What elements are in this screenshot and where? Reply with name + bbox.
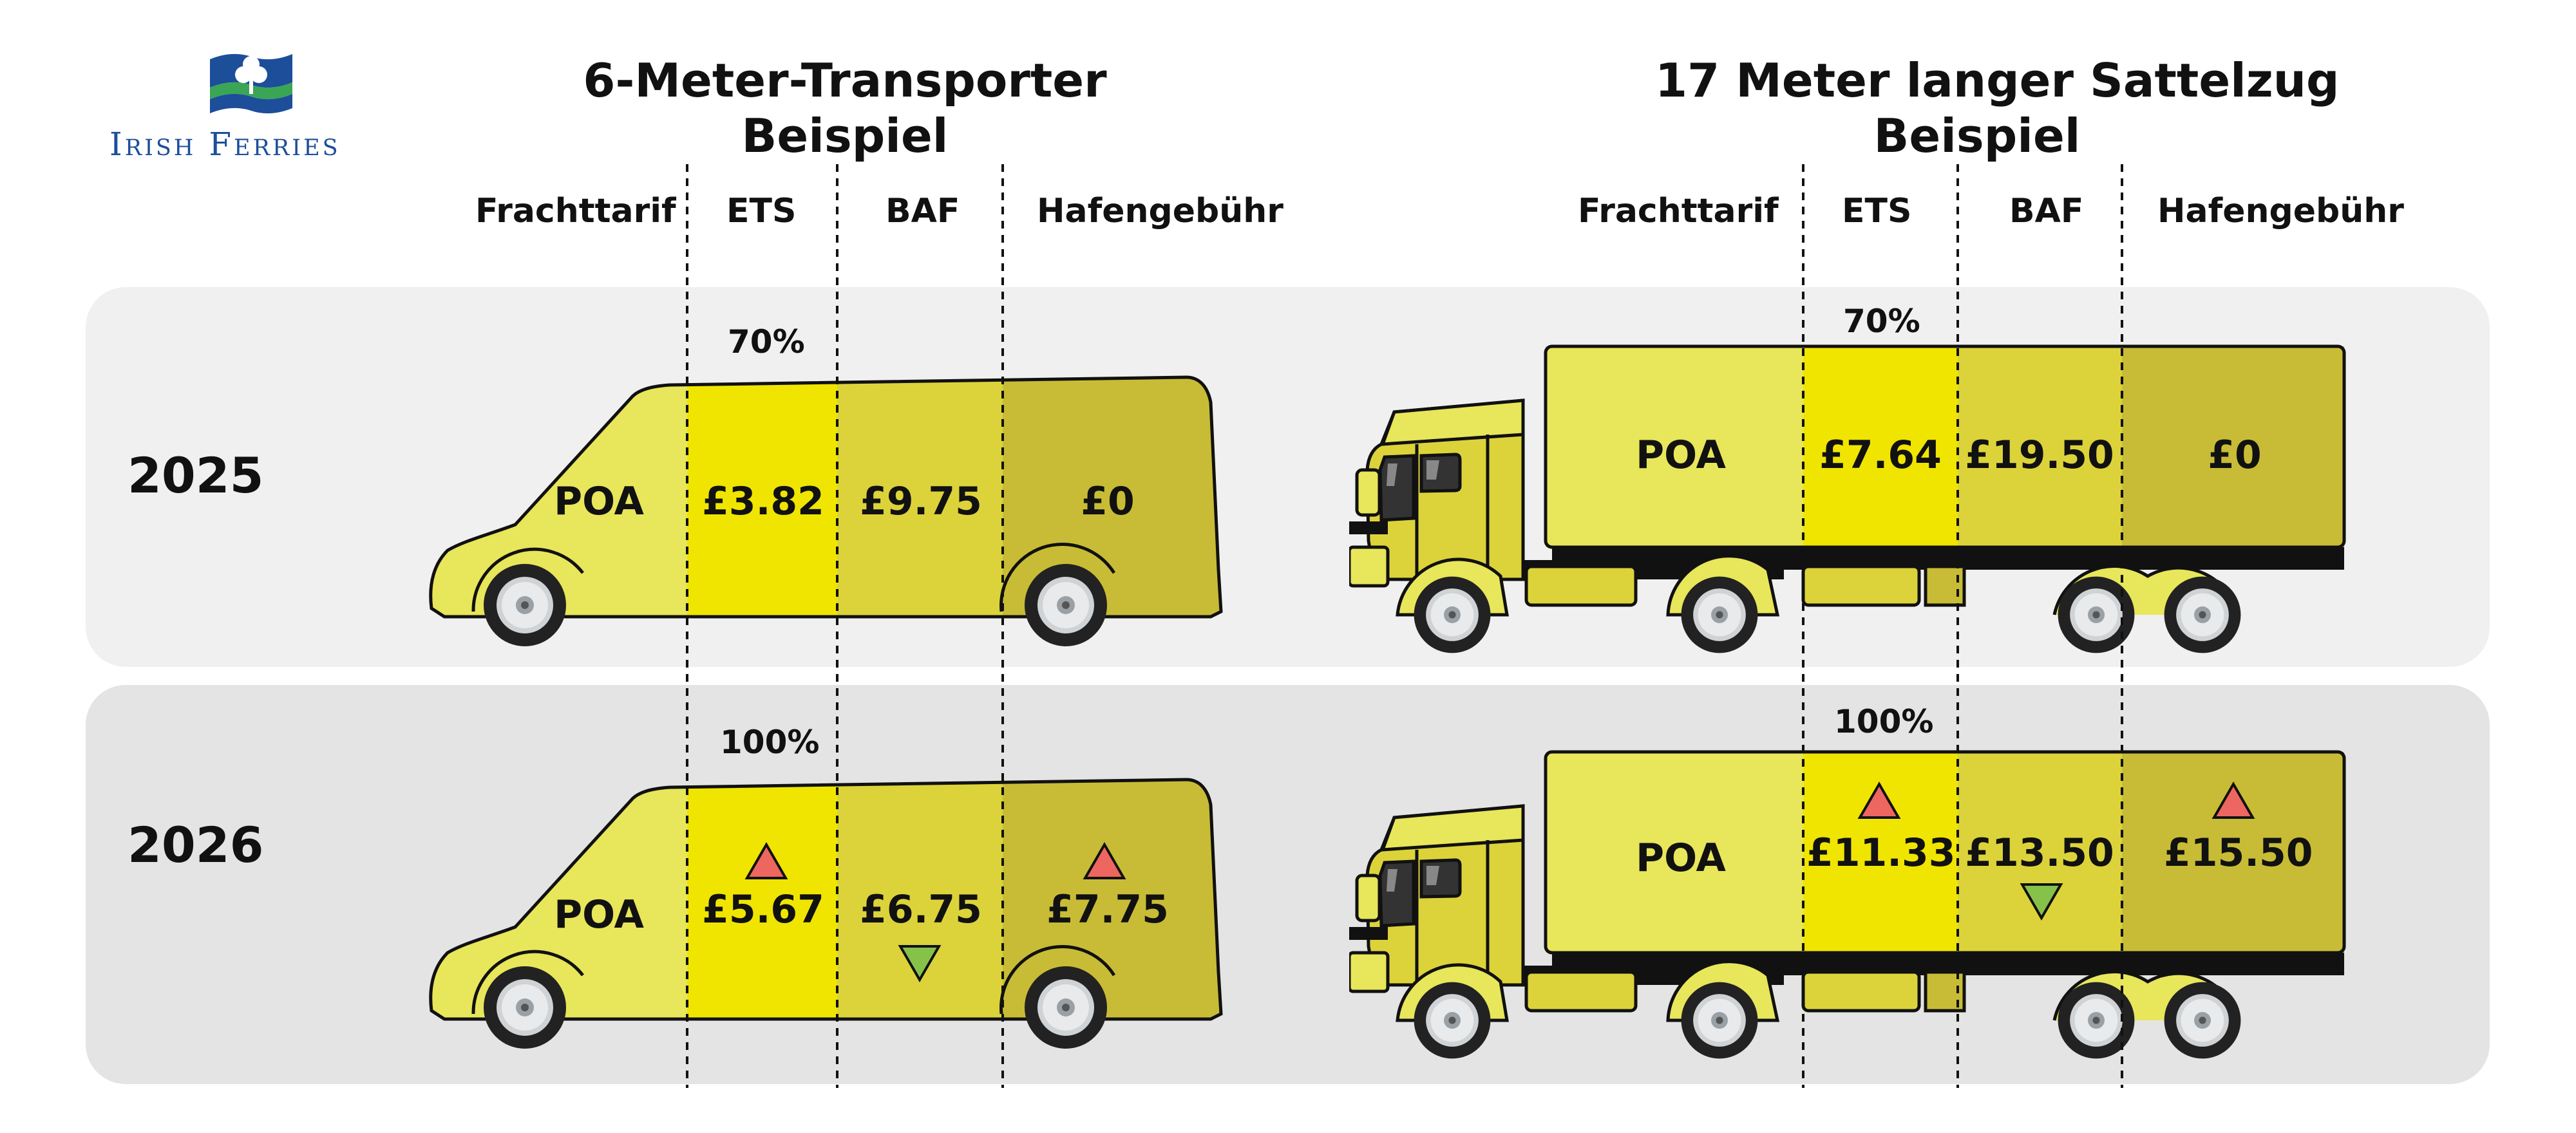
year-label-2026: 2026 [128,816,264,874]
van-2026-freight: POA [554,892,644,937]
truck-2025-ets: £7.64 [1819,433,1942,478]
truck-2026 [1513,750,2346,1022]
truck-2026-baf: £13.50 [1965,830,2114,876]
truck-col-baf: BAF [2009,192,2084,230]
truck-col-ets: ETS [1842,192,1912,230]
van-2026-baf: £6.75 [860,887,982,932]
truck-2026-freight: POA [1636,836,1726,881]
van-2025-port: £0 [1081,479,1135,524]
van-2025-baf: £9.75 [860,479,982,524]
van-baf-down-triangle [898,945,942,983]
irish-ferries-flag-logo [210,53,292,114]
van-2025 [430,377,1221,617]
truck-title: 17 Meter langer Sattelzug Beispiel [1655,53,2340,163]
van-2025-freight: POA [554,479,644,524]
column-dividers [686,164,2123,1088]
truck-port-up-triangle [2211,781,2255,819]
van-ets-share-2026: 100% [720,724,820,761]
van-ets-up-triangle [744,841,788,879]
van-col-baf: BAF [886,192,960,230]
van-2026 [430,780,1221,1019]
van-title: 6-Meter-Transporter Beispiel [583,53,1107,163]
truck-ets-up-triangle [1857,781,1901,819]
van-col-port: Hafengebühr [1037,192,1283,230]
truck-2025-baf: £19.50 [1965,433,2114,478]
van-2026-port: £7.75 [1046,887,1169,932]
truck-ets-share-2026: 100% [1834,703,1934,740]
truck-col-port: Hafengebühr [2157,192,2404,230]
truck-2025 [1513,344,2346,617]
truck-2026-ets: £11.33 [1806,830,1956,876]
year-label-2025: 2025 [128,447,264,504]
truck-2026-port: £15.50 [2164,830,2313,876]
irish-ferries-wordmark: Irish Ferries [109,126,341,163]
truck-baf-down-triangle [2020,883,2063,921]
van-col-freight: Frachttarif [475,192,676,230]
van-port-up-triangle [1083,841,1126,879]
van-ets-share-2025: 70% [728,323,805,360]
trend-markers [744,781,2255,983]
van-col-ets: ETS [726,192,797,230]
truck-ets-share-2025: 70% [1843,303,1920,340]
van-2026-ets: £5.67 [702,887,824,932]
truck-2025-port: £0 [2208,433,2262,478]
truck-2025-freight: POA [1636,433,1726,478]
truck-col-freight: Frachttarif [1578,192,1779,230]
van-2025-ets: £3.82 [702,479,824,524]
